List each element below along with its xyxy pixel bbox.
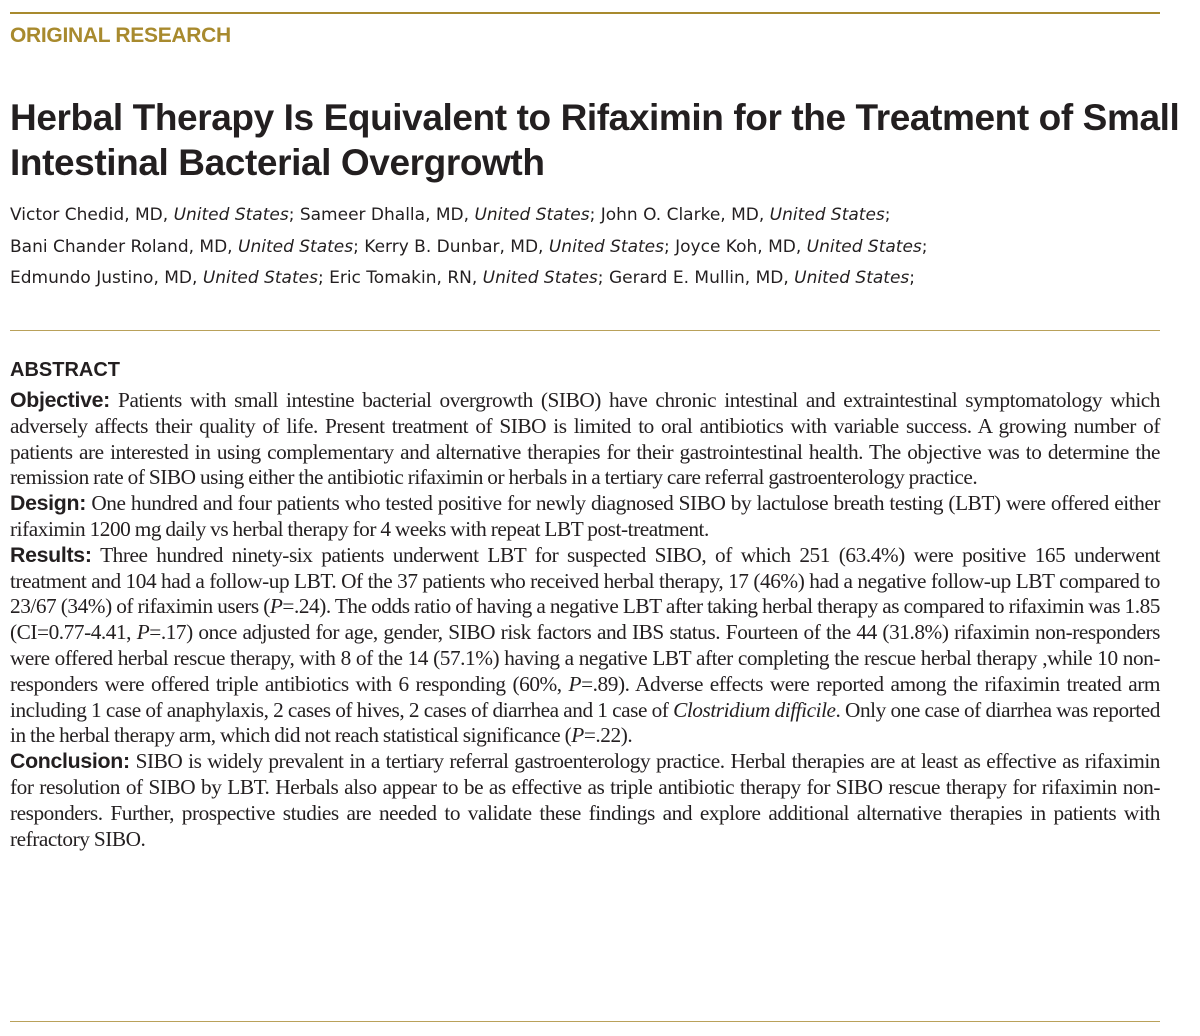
italic-text: P — [571, 723, 584, 748]
section-text: =.22). — [583, 723, 633, 748]
abstract-section-results: Results: Three hundred ninety-six patien… — [10, 543, 1160, 749]
author-country: United States — [238, 236, 354, 257]
top-rule — [10, 12, 1160, 14]
author-name: Kerry B. Dunbar, MD, — [364, 236, 549, 257]
italic-text: P — [136, 620, 150, 645]
section-label: Conclusion: — [10, 749, 130, 774]
header-divider — [10, 330, 1160, 331]
section-label: Results: — [10, 542, 92, 567]
italic-text: Clostridium difficile — [673, 697, 836, 722]
section-text: SIBO is widely prevalent in a tertiary r… — [10, 749, 1160, 851]
section-label: Objective: — [10, 388, 110, 412]
author-line: Bani Chander Roland, MD, United States; … — [10, 236, 928, 257]
section-text: =.24). The odds ratio of having a negati… — [10, 594, 1160, 645]
author-country: United States — [202, 268, 318, 288]
author-country: United States — [769, 205, 885, 225]
author-list: Victor Chedid, MD, United States; Sameer… — [10, 200, 1170, 295]
abstract-body: Objective: Patients with small intestine… — [10, 388, 1160, 852]
abstract-section-objective: Objective: Patients with small intestine… — [10, 388, 1160, 491]
section-text: Three hundred ninety-six patients underw… — [10, 542, 1160, 619]
section-text: =.17) once adjusted for age, gender, SIB… — [10, 620, 1160, 696]
section-text: =.89). Adverse effects were reported amo… — [10, 671, 1160, 722]
section-text: Patients with small intestine bacterial … — [10, 388, 1160, 490]
author-country: United States — [794, 268, 910, 288]
author-name: John O. Clarke, MD, — [600, 205, 770, 225]
author-name: Joyce Koh, MD, — [675, 236, 807, 257]
section-text: . Only one case of diarrhea was reported… — [10, 697, 1160, 748]
italic-text: P — [568, 671, 582, 696]
abstract-section-design: Design: One hundred and four patients wh… — [10, 491, 1160, 543]
author-country: United States — [548, 236, 664, 257]
author-name: Eric Tomakin, RN, — [329, 268, 483, 288]
author-name: Bani Chander Roland, MD, — [10, 236, 238, 257]
author-country: United States — [173, 205, 289, 225]
article-title: Herbal Therapy Is Equivalent to Rifaximi… — [10, 97, 1180, 183]
abstract-section-conclusion: Conclusion: SIBO is widely prevalent in … — [10, 749, 1160, 852]
italic-text: P — [269, 594, 283, 619]
author-name: Victor Chedid, MD, — [10, 205, 174, 225]
bottom-rule — [10, 1021, 1160, 1022]
author-line: Edmundo Justino, MD, United States; Eric… — [10, 268, 916, 288]
section-label: ORIGINAL RESEARCH — [10, 24, 231, 47]
section-label: Design: — [10, 491, 86, 516]
author-country: United States — [806, 236, 922, 257]
author-name: Sameer Dhalla, MD, — [299, 205, 475, 225]
author-name: Gerard E. Mullin, MD, — [608, 268, 795, 288]
abstract-heading: ABSTRACT — [10, 359, 120, 381]
section-text: One hundred and four patients who tested… — [10, 491, 1160, 541]
author-line: Victor Chedid, MD, United States; Sameer… — [10, 205, 891, 225]
author-country: United States — [474, 205, 590, 225]
author-country: United States — [482, 268, 598, 288]
author-name: Edmundo Justino, MD, — [10, 268, 203, 288]
